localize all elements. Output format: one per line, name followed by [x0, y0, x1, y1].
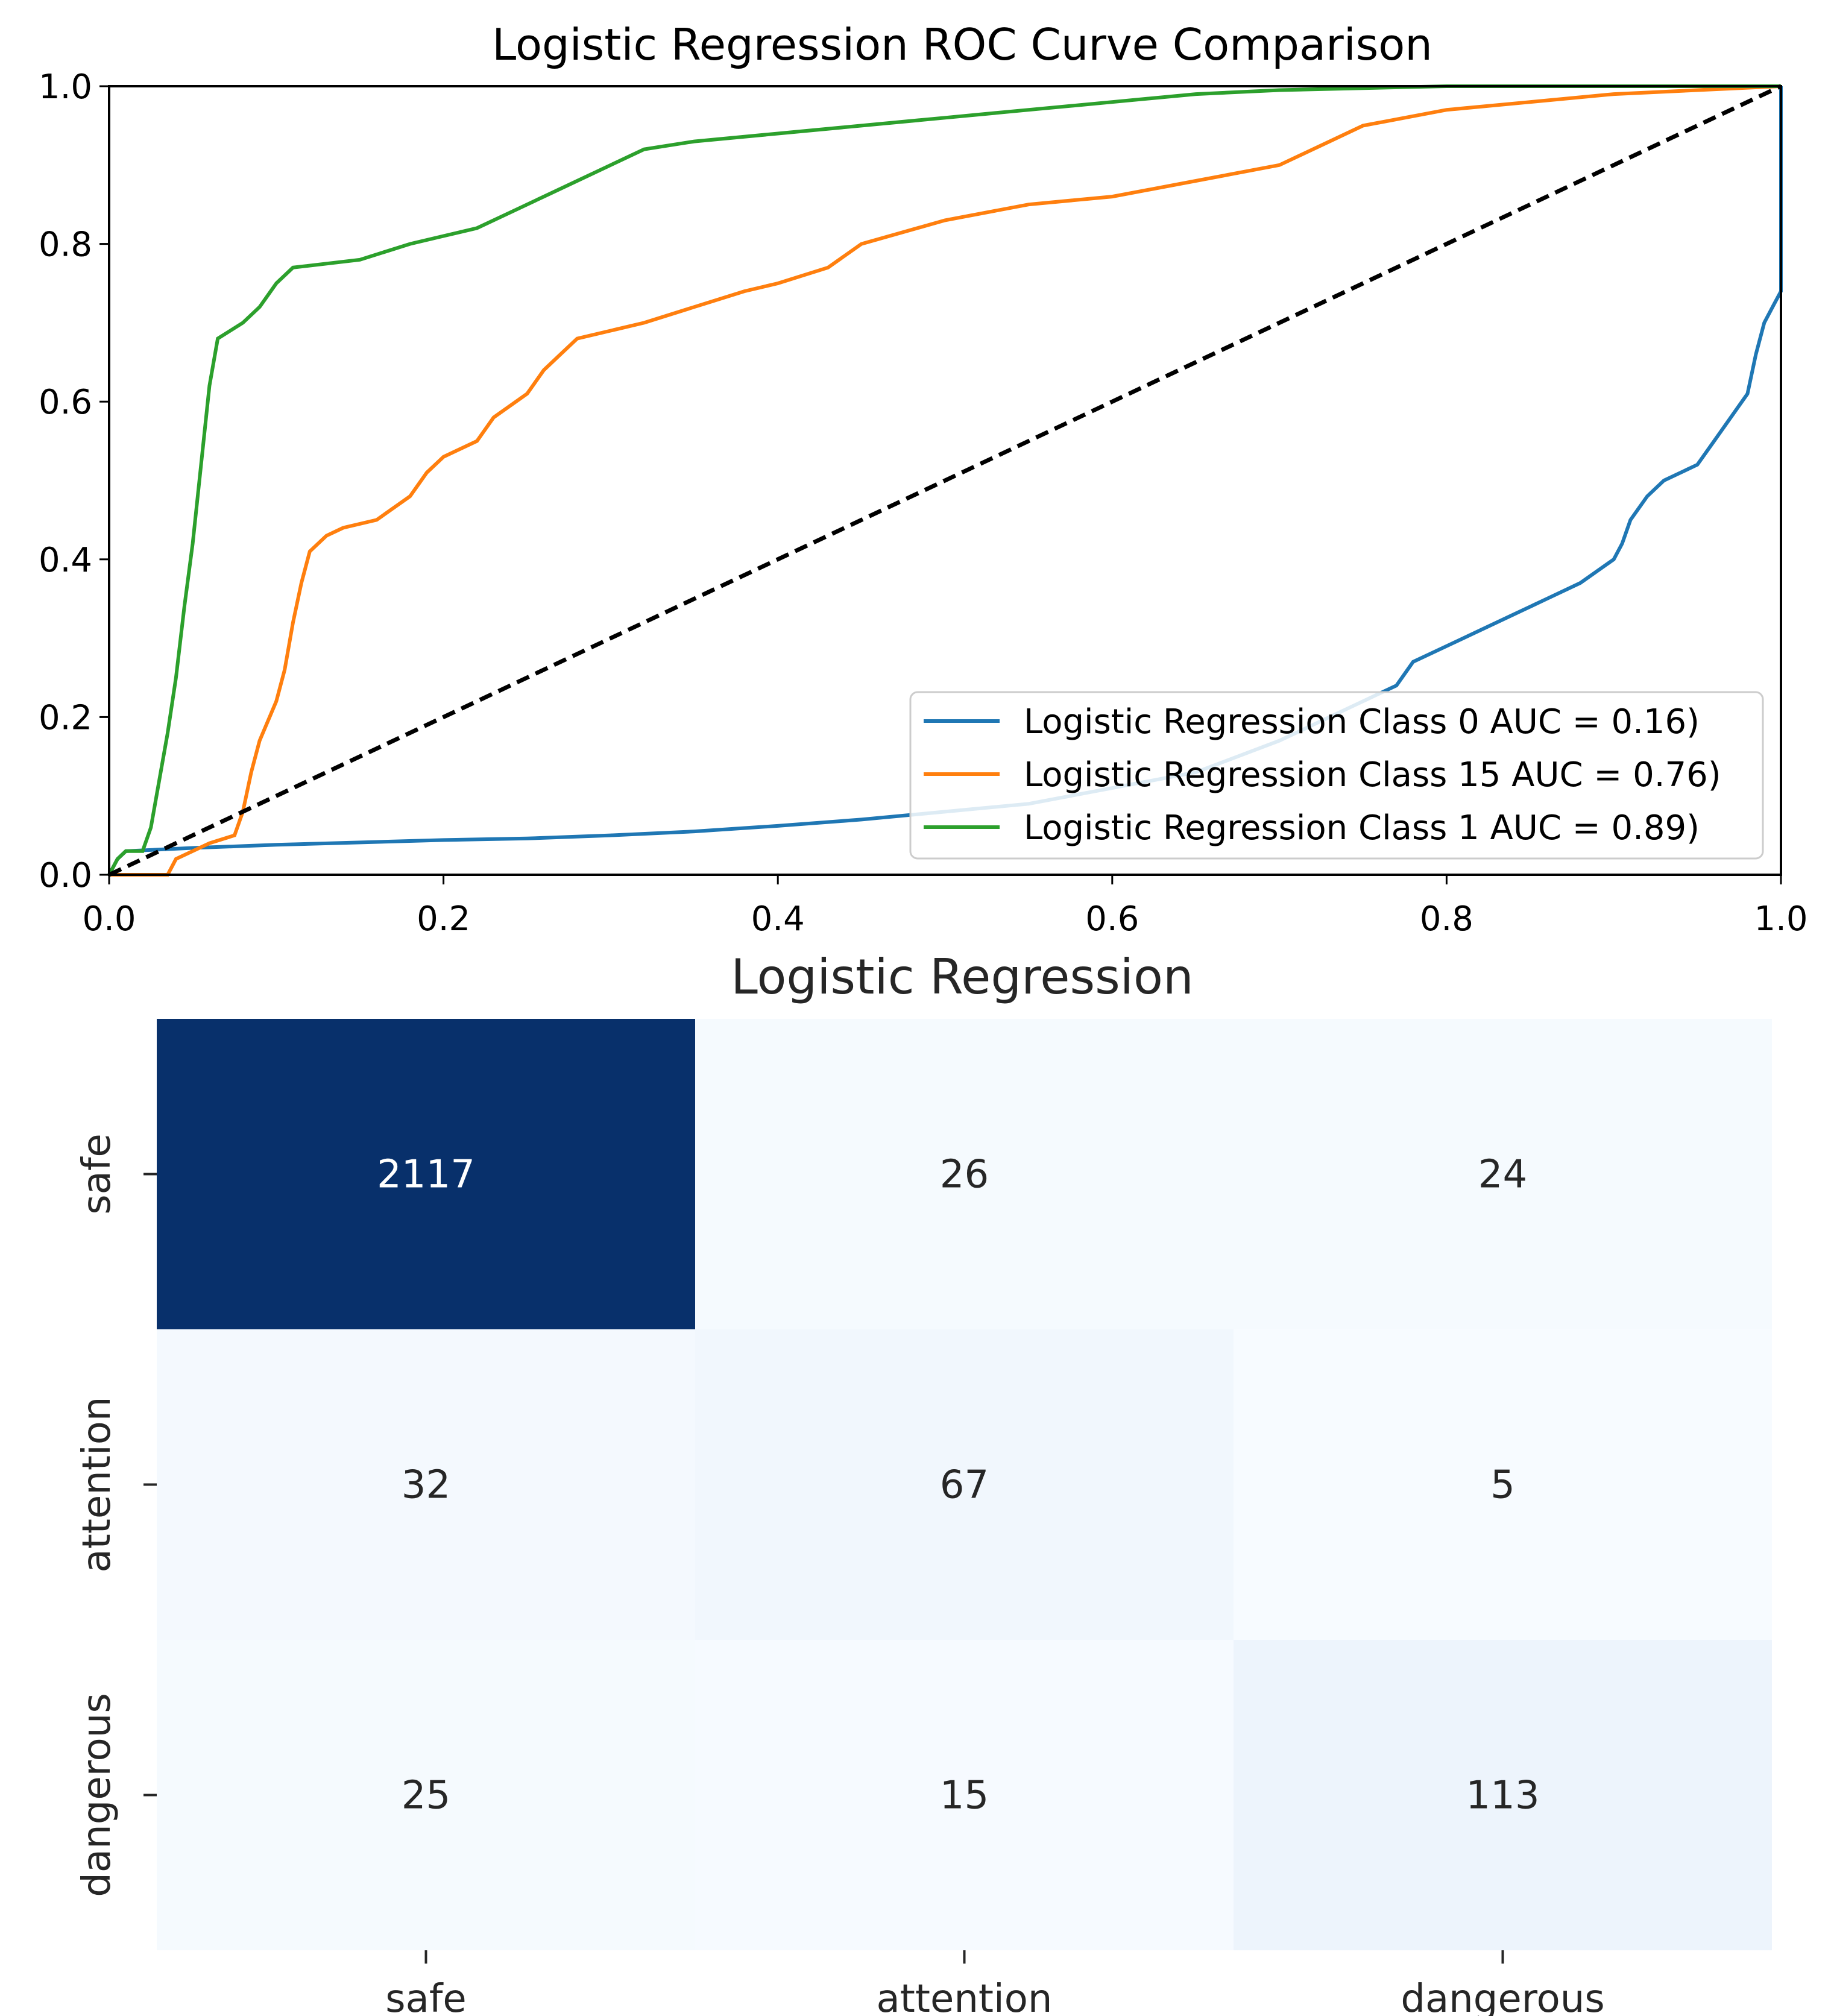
roc-x-tick-label: 0.4 [751, 899, 805, 939]
roc-y-tick-label: 0.2 [39, 698, 92, 737]
heatmap-cell [1234, 1640, 1772, 1950]
heatmap-cell-value: 25 [402, 1774, 450, 1818]
roc-chart: Logistic Regression ROC Curve Comparison… [39, 19, 1808, 939]
heatmap-cell [695, 1329, 1234, 1640]
confusion-matrix: Logistic Regression 2117 26 24 32 67 5 25 15 113… [75, 949, 1772, 2016]
heatmap-cell [157, 1019, 695, 1329]
heatmap-y-tick-label: attention [75, 1397, 119, 1573]
heatmap-cell-value: 24 [1478, 1153, 1527, 1197]
confusion-matrix-y-axis: safe attention dangerous [75, 1133, 157, 1897]
confusion-matrix-title: Logistic Regression [731, 949, 1193, 1005]
heatmap-y-tick-label: safe [75, 1133, 119, 1214]
heatmap-cell [157, 1329, 695, 1640]
roc-series-line-2 [107, 84, 1781, 876]
roc-series-line-0 [107, 86, 1783, 876]
roc-x-tick-label: 0.2 [417, 899, 470, 939]
roc-plot-frame [108, 85, 1782, 876]
heatmap-cell-value: 67 [940, 1463, 989, 1508]
heatmap-x-tick-label: dangerous [1401, 1977, 1604, 2016]
roc-y-tick-label: 1.0 [39, 68, 92, 107]
roc-series-line-1 [109, 84, 1782, 877]
roc-x-tick-label: 0.8 [1420, 899, 1473, 939]
heatmap-x-tick-label: safe [385, 1977, 466, 2016]
roc-diagonal-reference-line [108, 84, 1782, 877]
heatmap-cell-value: 26 [940, 1153, 989, 1197]
roc-legend-label: Logistic Regression Class 15 AUC = 0.76) [1024, 755, 1721, 795]
heatmap-x-tick-label: attention [877, 1977, 1053, 2016]
heatmap-cell [1234, 1329, 1772, 1640]
roc-y-axis: 0.0 0.2 0.4 0.6 0.8 1.0 [39, 68, 109, 895]
heatmap-cell-value: 2117 [377, 1153, 475, 1197]
roc-x-tick-label: 0.0 [82, 899, 136, 939]
roc-legend-label: Logistic Regression Class 1 AUC = 0.89) [1024, 808, 1700, 848]
roc-legend-box [909, 691, 1764, 860]
heatmap-cell-value: 5 [1490, 1463, 1515, 1508]
roc-chart-title: Logistic Regression ROC Curve Comparison [492, 19, 1432, 70]
heatmap-cell [695, 1019, 1234, 1329]
heatmap-cell-value: 32 [402, 1463, 450, 1508]
heatmap-cell [695, 1640, 1234, 1950]
roc-y-tick-label: 0.8 [39, 225, 92, 265]
confusion-matrix-cells: 2117 26 24 32 67 5 25 15 113 [157, 1019, 1772, 1950]
roc-y-tick-label: 0.0 [39, 856, 92, 895]
roc-lines [107, 84, 1783, 877]
heatmap-cell-value: 15 [940, 1774, 989, 1818]
roc-y-tick-label: 0.4 [39, 541, 92, 580]
roc-x-axis: 0.0 0.2 0.4 0.6 0.8 1.0 [82, 875, 1808, 939]
roc-legend: Logistic Regression Class 0 AUC = 0.16) L… [909, 691, 1764, 860]
roc-x-tick-label: 1.0 [1754, 899, 1807, 939]
roc-x-tick-label: 0.6 [1085, 899, 1139, 939]
heatmap-cell [157, 1640, 695, 1950]
roc-y-tick-label: 0.6 [39, 383, 92, 422]
heatmap-y-tick-label: dangerous [75, 1693, 119, 1897]
heatmap-cell [1234, 1019, 1772, 1329]
roc-legend-label: Logistic Regression Class 0 AUC = 0.16) [1024, 702, 1700, 742]
heatmap-cell-value: 113 [1466, 1774, 1539, 1818]
confusion-matrix-x-axis: safe attention dangerous [385, 1950, 1605, 2016]
